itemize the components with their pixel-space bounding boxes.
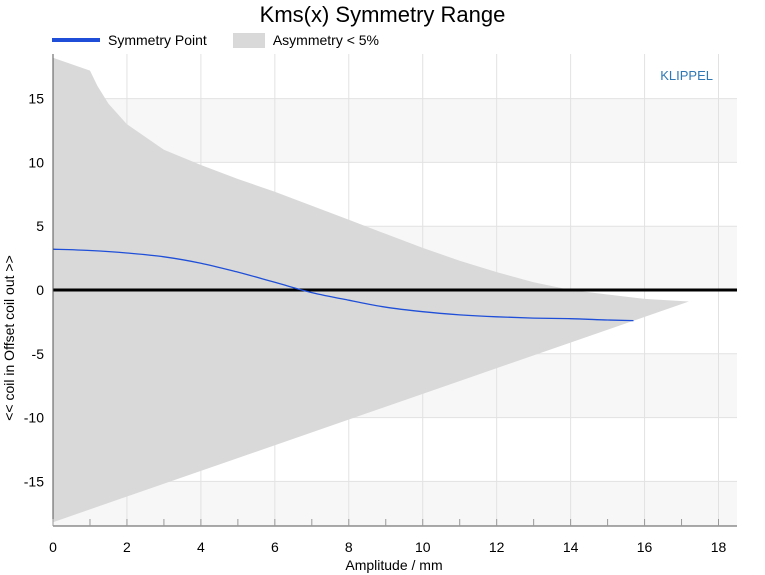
y-tick-label: 5 <box>36 218 44 234</box>
legend-item-asymmetry: Asymmetry < 5% <box>232 32 380 48</box>
x-tick-label: 12 <box>489 539 505 555</box>
legend-area-swatch <box>232 32 265 48</box>
y-tick-labels: -15 -10 -5 0 5 10 15 <box>24 91 44 490</box>
x-tick-label: 10 <box>415 539 431 555</box>
x-axis-label: Amplitude / mm <box>345 557 442 573</box>
legend-label-symmetry-point: Symmetry Point <box>108 32 207 48</box>
klippel-watermark: KLIPPEL <box>660 68 713 83</box>
x-tick-label: 16 <box>637 539 653 555</box>
background-band <box>53 481 737 526</box>
y-tick-label: 0 <box>36 282 44 298</box>
x-tick-label: 4 <box>197 539 205 555</box>
chart-title: Kms(x) Symmetry Range <box>259 2 506 27</box>
x-tick-label: 18 <box>711 539 727 555</box>
legend: Symmetry Point Asymmetry < 5% <box>52 31 405 49</box>
legend-line-swatch <box>52 38 100 42</box>
x-tick-label: 0 <box>49 539 57 555</box>
y-tick-label: -15 <box>24 473 44 489</box>
x-tick-labels: 0 2 4 6 8 10 12 14 16 18 <box>49 539 726 555</box>
x-tick-label: 14 <box>563 539 579 555</box>
y-tick-label: 10 <box>28 154 44 170</box>
x-tick-label: 8 <box>345 539 353 555</box>
legend-item-symmetry-point: Symmetry Point <box>52 32 207 48</box>
x-minor-ticks <box>52 519 720 526</box>
background-band <box>53 54 737 99</box>
y-tick-label: 15 <box>28 91 44 107</box>
symmetry-point-line <box>52 248 634 322</box>
y-tick-label: -10 <box>24 410 44 426</box>
x-tick-label: 2 <box>123 539 131 555</box>
legend-label-asymmetry: Asymmetry < 5% <box>272 32 380 48</box>
y-tick-label: -5 <box>32 346 45 362</box>
y-axis-label: << coil in Offset coil out >> <box>1 255 17 421</box>
x-tick-label: 6 <box>271 539 279 555</box>
